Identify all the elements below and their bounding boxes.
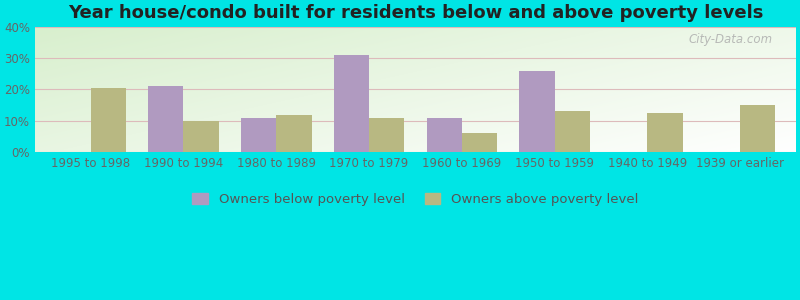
Bar: [334, 55, 369, 152]
Text: City-Data.com: City-Data.com: [689, 33, 773, 46]
Bar: [183, 121, 218, 152]
Bar: [90, 88, 126, 152]
Bar: [276, 115, 311, 152]
Title: Year house/condo built for residents below and above poverty levels: Year house/condo built for residents bel…: [68, 4, 763, 22]
Bar: [462, 134, 497, 152]
Legend: Owners below poverty level, Owners above poverty level: Owners below poverty level, Owners above…: [187, 188, 644, 211]
Bar: [148, 86, 183, 152]
Bar: [241, 118, 276, 152]
Bar: [647, 113, 682, 152]
Bar: [554, 111, 590, 152]
Bar: [369, 118, 404, 152]
Bar: [426, 118, 462, 152]
Bar: [519, 70, 554, 152]
Bar: [740, 105, 775, 152]
